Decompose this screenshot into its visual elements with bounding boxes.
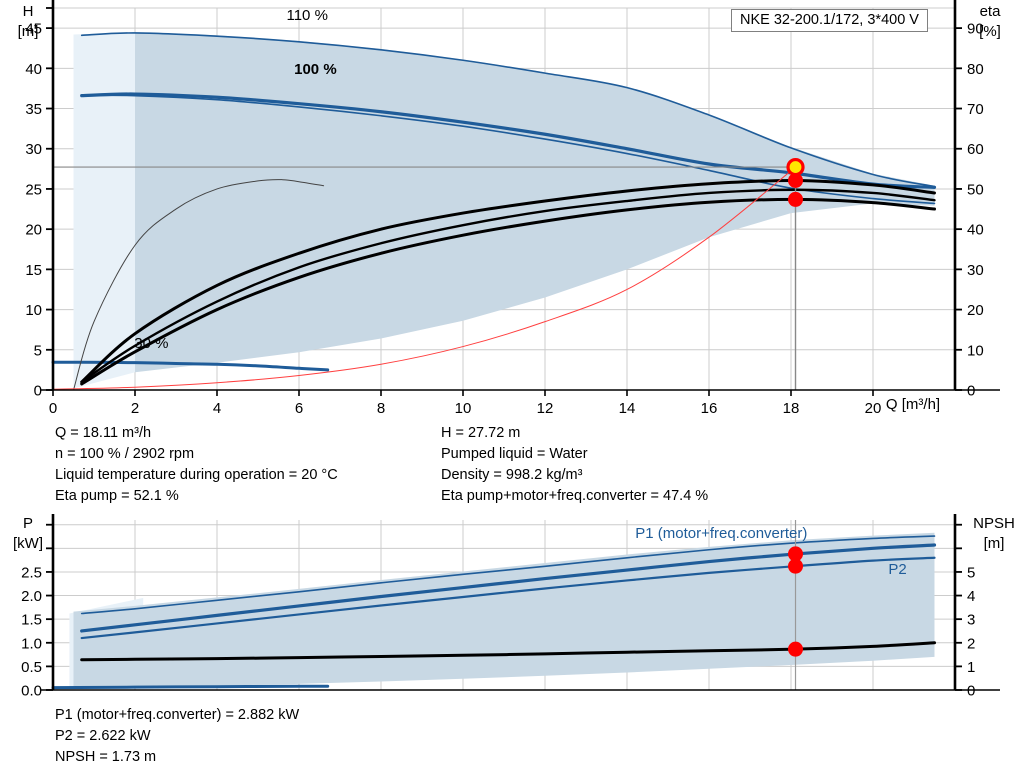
tick-label-bottom: 10 [455, 400, 472, 417]
info-bottom-2: NPSH = 1.73 m [55, 749, 157, 765]
tick-label-right: 80 [967, 61, 984, 78]
info-right-3: Eta pump+motor+freq.converter = 47.4 % [441, 488, 709, 504]
curve-h-100-lower [80, 94, 936, 205]
tick-label-bottom: 18 [783, 400, 800, 417]
tick-label-left: 2.0 [21, 588, 42, 605]
axis-title-h: H [23, 3, 34, 20]
axis-title-p: P [23, 515, 33, 532]
band-low-speed [73, 32, 135, 389]
model-title-box: NKE 32-200.1/172, 3*400 V [731, 9, 928, 32]
info-left-2: Liquid temperature during operation = 20… [55, 467, 338, 483]
tick-label-left: 2.5 [21, 564, 42, 581]
tick-label-bottom: 6 [295, 400, 303, 417]
tick-label-bottom: 20 [865, 400, 882, 417]
operating-point-npsh [788, 641, 804, 657]
axis-unit-h: [m] [18, 23, 39, 40]
curve-h-30- [51, 360, 330, 372]
curve-p1-upper [80, 535, 936, 615]
tick-label-left: 0.5 [21, 659, 42, 676]
tick-label-right: 4 [967, 588, 975, 605]
series-label-p2: P2 [888, 561, 906, 578]
operating-point-p2 [788, 558, 804, 574]
tick-label-left: 5 [34, 342, 42, 359]
curve-label-110-percent: 110 % [286, 7, 327, 24]
tick-label-left: 30 [25, 141, 42, 158]
tick-label-bottom: 2 [131, 400, 139, 417]
info-right-2: Density = 998.2 kg/m³ [441, 467, 583, 483]
series-label-p1: P1 (motor+freq.converter) [635, 525, 807, 542]
axis-unit-npsh: [m] [984, 535, 1005, 552]
axis-unit-p: [kW] [13, 535, 43, 552]
operating-point-eta-pump [788, 173, 804, 189]
tick-label-right: 3 [967, 612, 975, 629]
info-left-1: n = 100 % / 2902 rpm [55, 446, 195, 462]
operating-point-eta-total [788, 191, 804, 207]
axis-title-npsh: NPSH [973, 515, 1015, 532]
tick-label-left: 0 [34, 383, 42, 400]
tick-label-bottom: 12 [537, 400, 554, 417]
info-left-0: Q = 18.11 m³/h [55, 425, 152, 441]
tick-label-right: 0 [967, 683, 975, 700]
axis-unit-eta: [%] [979, 23, 1001, 40]
head-efficiency-chart: 0 5 10 15 20 25 30 35 40 45 0 10 20 30 40 50 60 70 80 90 0 2 4… [18, 0, 1002, 417]
tick-label-right: 30 [967, 262, 984, 279]
tick-label-left: 10 [25, 302, 42, 319]
tick-label-right: 0 [967, 383, 975, 400]
tick-label-right: 1 [967, 659, 975, 676]
info-bottom-0: P1 (motor+freq.converter) = 2.882 kW [55, 707, 300, 723]
info-right-0: H = 27.72 m [441, 425, 521, 441]
tick-label-left: 20 [25, 222, 42, 239]
tick-label-left: 40 [25, 61, 42, 78]
info-bottom-1: P2 = 2.622 kW [55, 728, 151, 744]
info-left-3: Eta pump = 52.1 % [55, 488, 179, 504]
annotations-layer: P1 (motor+freq.converter) P2 [635, 525, 907, 657]
axes-layer: 0.0 0.5 1.0 1.5 2.0 2.5 0 1 2 3 4 5 P [kW] NPSH [m] [13, 514, 1015, 700]
curve-eta-thin-upper [73, 179, 325, 391]
tick-label-left: 0.0 [21, 683, 42, 700]
head-efficiency-svg: 0 5 10 15 20 25 30 35 40 45 0 10 20 30 40 50 60 70 80 90 0 2 4… [18, 0, 1002, 417]
tick-label-right: 50 [967, 181, 984, 198]
tick-label-right: 90 [967, 21, 984, 38]
tick-label-right: 10 [967, 342, 984, 359]
tick-label-left: 25 [25, 181, 42, 198]
tick-label-bottom: 0 [49, 400, 57, 417]
tick-label-left: 1.0 [21, 635, 42, 652]
tick-label-left: 35 [25, 101, 42, 118]
tick-label-right: 40 [967, 222, 984, 239]
curve-label-30-percent: 30 % [134, 335, 168, 352]
tick-label-right: 5 [967, 564, 975, 581]
tick-label-bottom: 14 [619, 400, 636, 417]
model-title: NKE 32-200.1/172, 3*400 V [740, 12, 919, 28]
tick-label-bottom: 16 [701, 400, 718, 417]
curve-h-110- [80, 32, 936, 188]
tick-label-left: 1.5 [21, 612, 42, 629]
power-npsh-svg: 0.0 0.5 1.0 1.5 2.0 2.5 0 1 2 3 4 5 P [kW] NPSH [m] P1 (… [13, 514, 1015, 700]
tick-label-left: 15 [25, 262, 42, 279]
axis-title-q: Q [m³/h] [886, 396, 940, 413]
info-right-1: Pumped liquid = Water [441, 446, 588, 462]
operating-point-head [786, 157, 805, 177]
curve-p-30- [51, 684, 330, 690]
tick-label-left: 45 [25, 21, 42, 38]
curve-system-curve [52, 166, 797, 390]
tick-label-right: 60 [967, 141, 984, 158]
tick-label-bottom: 4 [213, 400, 221, 417]
curve-label-100-percent: 100 % [294, 61, 337, 78]
tick-label-right: 20 [967, 302, 984, 319]
annotations-layer: 110 % 100 % 30 % [134, 7, 805, 352]
axis-title-eta: eta [980, 3, 1002, 20]
tick-label-right: 2 [967, 635, 975, 652]
power-npsh-chart: 0.0 0.5 1.0 1.5 2.0 2.5 0 1 2 3 4 5 P [kW] NPSH [m] P1 (… [0, 512, 1024, 707]
tick-label-bottom: 8 [377, 400, 385, 417]
tick-label-right: 70 [967, 101, 984, 118]
operating-point-p1 [788, 546, 804, 562]
axes-layer: 0 5 10 15 20 25 30 35 40 45 0 10 20 30 40 50 60 70 80 90 0 2 4… [18, 0, 1002, 417]
